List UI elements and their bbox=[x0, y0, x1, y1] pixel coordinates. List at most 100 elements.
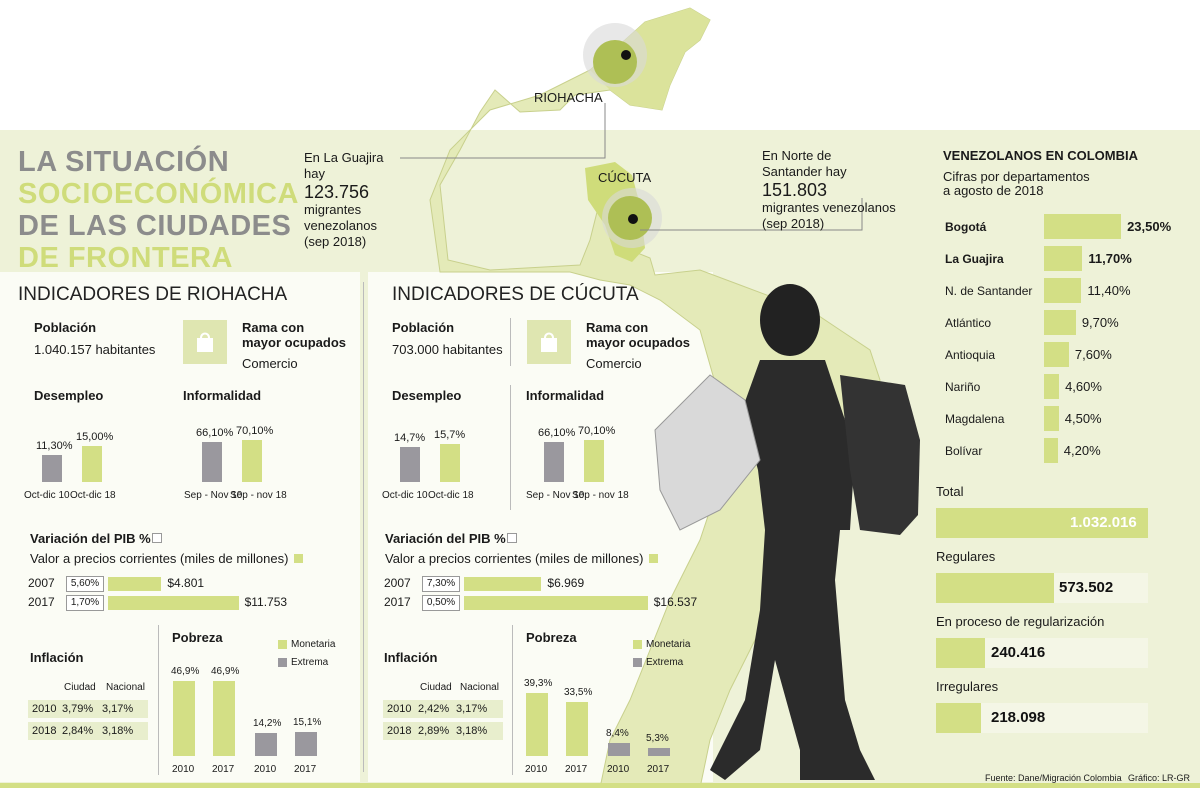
data-label: 218.098 bbox=[991, 709, 1046, 726]
bar bbox=[295, 731, 317, 756]
cucuta-inflacion-col-nacional: Nacional bbox=[460, 682, 499, 693]
venezolanos-totales-chart: Total 1.032.016 Regulares 573.502 En proceso… bbox=[936, 484, 1156, 744]
riohacha-informalidad-label: Informalidad bbox=[183, 388, 262, 403]
tick-label: 2010 bbox=[525, 764, 548, 775]
riohacha-inflacion-year-1: 2010 bbox=[32, 703, 57, 715]
bar bbox=[1044, 246, 1083, 271]
bar bbox=[936, 573, 1054, 603]
riohacha-pobreza-chart: 46,9% 2010 46,9% 2017 14,2% 2010 15,1% 2017 bbox=[165, 655, 345, 780]
cucuta-poblacion-label: Población bbox=[392, 320, 455, 335]
bar bbox=[464, 577, 542, 591]
riohacha-inflacion-nacional-2: 3,18% bbox=[102, 725, 134, 737]
riohacha-rama-l2: mayor ocupados bbox=[242, 335, 347, 350]
cucuta-inflacion-ciudad-2: 2,89% bbox=[418, 725, 450, 737]
data-label: 1.032.016 bbox=[1070, 514, 1137, 531]
cucuta-legend-monetaria-swatch bbox=[633, 640, 642, 649]
riohacha-poblacion-value: 1.040.157 habitantes bbox=[34, 342, 156, 357]
cucuta-inflacion-year-2: 2018 bbox=[387, 725, 412, 737]
santander-leader bbox=[640, 198, 863, 231]
bar bbox=[400, 446, 420, 482]
guajira-leader bbox=[400, 103, 606, 159]
riohacha-area bbox=[593, 40, 637, 84]
riohacha-header: INDICADORES DE RIOHACHA bbox=[18, 284, 288, 305]
data-label: 15,7% bbox=[434, 429, 466, 442]
bar bbox=[936, 508, 1148, 538]
riohacha-desempleo-label: Desempleo bbox=[34, 388, 104, 403]
bar bbox=[936, 638, 986, 668]
category-label: Bogotá bbox=[945, 220, 987, 234]
legend-white-square bbox=[506, 533, 517, 543]
footer-source: Fuente: Dane/Migración Colombia bbox=[985, 773, 1122, 783]
legend-white-square bbox=[151, 533, 162, 543]
venezolanos-title: VENEZOLANOS EN COLOMBIA bbox=[943, 148, 1139, 163]
bar bbox=[544, 442, 564, 482]
guajira-note-number: 123.756 bbox=[304, 182, 370, 202]
bar bbox=[1044, 278, 1082, 303]
santander-note-number: 151.803 bbox=[762, 180, 828, 200]
tick-label: 2017 bbox=[565, 764, 588, 775]
cucuta-legend-extrema: Extrema bbox=[646, 657, 684, 668]
data-label: 11,30% bbox=[36, 439, 73, 452]
category-label: La Guajira bbox=[945, 252, 1004, 266]
data-label: $16.537 bbox=[653, 595, 698, 609]
data-label: 70,10% bbox=[236, 424, 274, 437]
tick-label: 2010 bbox=[607, 764, 630, 775]
tick-label: 2007 bbox=[28, 576, 55, 590]
variation-box: 1,70% bbox=[66, 595, 104, 611]
cucuta-pib-label: Variación del PIB % bbox=[385, 531, 517, 546]
riohacha-inflacion-row-bg-2 bbox=[28, 722, 148, 740]
cucuta-dot bbox=[628, 214, 638, 224]
riohacha-informalidad-chart: 66,10% Sep - Nov 10 70,10% Sep - nov 18 bbox=[180, 410, 320, 510]
data-label: 5,3% bbox=[646, 732, 669, 744]
venezolanos-sub2: a agosto de 2018 bbox=[943, 183, 1044, 198]
riohacha-inflacion-col-nacional: Nacional bbox=[106, 682, 145, 693]
data-label: 4,60% bbox=[1065, 379, 1102, 394]
shopping-bag-icon bbox=[197, 332, 213, 352]
bar bbox=[1044, 214, 1122, 239]
page-title: LA SITUACIÓN SOCIOECONÓMICA DE LAS CIUDA… bbox=[18, 146, 299, 274]
bar bbox=[108, 577, 162, 591]
cucuta-pib-label-text: Variación del PIB % bbox=[385, 531, 506, 546]
guajira-note-l3: migrantes bbox=[304, 202, 362, 217]
cucuta-pib-chart: 2007 7,30% $6.969 2017 0,50% $16.537 bbox=[384, 576, 697, 616]
bar bbox=[1044, 342, 1069, 367]
category-label: Total bbox=[936, 484, 964, 499]
bar bbox=[608, 742, 630, 756]
bar bbox=[242, 439, 262, 482]
data-label: 11,70% bbox=[1088, 251, 1132, 266]
category-label: Magdalena bbox=[945, 412, 1005, 426]
tick-label: 2010 bbox=[172, 764, 195, 775]
tick-label: 2017 bbox=[647, 764, 670, 775]
tick-label: Sep - Nov 10 bbox=[526, 490, 585, 501]
title-line-1: LA SITUACIÓN bbox=[18, 146, 230, 178]
bar bbox=[440, 444, 460, 482]
riohacha-map-label: RIOHACHA bbox=[534, 90, 603, 105]
tick-label: Sep - nov 18 bbox=[572, 490, 629, 501]
variation-box: 0,50% bbox=[422, 595, 460, 611]
backpack bbox=[840, 375, 920, 535]
guajira-note-l1: En La Guajira bbox=[304, 150, 384, 165]
tick-label: 2017 bbox=[294, 764, 317, 775]
santander-note-l1: En Norte de bbox=[762, 148, 832, 163]
data-label: 15,00% bbox=[76, 431, 114, 443]
riohacha-pib-label: Variación del PIB % bbox=[30, 531, 162, 546]
bar bbox=[584, 439, 604, 482]
footer-credit: Gráfico: LR-GR bbox=[1128, 773, 1191, 783]
riohacha-inflacion-label: Inflación bbox=[30, 650, 84, 665]
variation-box: 5,60% bbox=[66, 576, 104, 592]
data-label: 7,60% bbox=[1074, 347, 1112, 362]
cucuta-inflacion-ciudad-1: 2,42% bbox=[418, 703, 450, 715]
category-label: Antioquia bbox=[945, 348, 996, 362]
cucuta-header: INDICADORES DE CÚCUTA bbox=[392, 284, 639, 305]
legend-green-square bbox=[649, 554, 659, 563]
cucuta-rama-l1: Rama con bbox=[586, 320, 649, 335]
title-line-3: DE LAS CIUDADES bbox=[18, 210, 292, 242]
riohacha-rama-l1: Rama con bbox=[242, 320, 305, 335]
variation-box: 7,30% bbox=[422, 576, 460, 592]
data-label: 70,10% bbox=[578, 424, 616, 437]
traveler-silhouette bbox=[654, 284, 920, 780]
data-label: $4.801 bbox=[167, 576, 205, 590]
category-label: Nariño bbox=[945, 380, 981, 394]
footer-rule bbox=[0, 783, 1200, 788]
riohacha-inflacion-col-ciudad: Ciudad bbox=[64, 682, 96, 693]
